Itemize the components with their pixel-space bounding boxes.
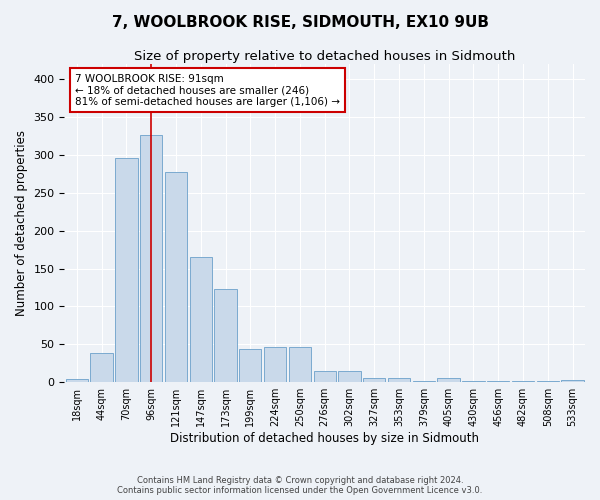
Bar bbox=[239, 349, 262, 382]
Bar bbox=[264, 348, 286, 382]
Bar bbox=[314, 371, 336, 382]
Bar bbox=[214, 289, 236, 382]
Bar bbox=[91, 354, 113, 382]
Title: Size of property relative to detached houses in Sidmouth: Size of property relative to detached ho… bbox=[134, 50, 515, 63]
X-axis label: Distribution of detached houses by size in Sidmouth: Distribution of detached houses by size … bbox=[170, 432, 479, 445]
Bar bbox=[65, 379, 88, 382]
Bar bbox=[140, 136, 163, 382]
Bar bbox=[437, 378, 460, 382]
Bar bbox=[413, 380, 435, 382]
Text: 7 WOOLBROOK RISE: 91sqm
← 18% of detached houses are smaller (246)
81% of semi-d: 7 WOOLBROOK RISE: 91sqm ← 18% of detache… bbox=[75, 74, 340, 107]
Bar bbox=[338, 371, 361, 382]
Bar bbox=[190, 256, 212, 382]
Bar bbox=[562, 380, 584, 382]
Bar bbox=[388, 378, 410, 382]
Bar bbox=[487, 380, 509, 382]
Text: Contains HM Land Registry data © Crown copyright and database right 2024.
Contai: Contains HM Land Registry data © Crown c… bbox=[118, 476, 482, 495]
Y-axis label: Number of detached properties: Number of detached properties bbox=[15, 130, 28, 316]
Bar bbox=[363, 378, 385, 382]
Bar bbox=[289, 348, 311, 382]
Bar bbox=[165, 172, 187, 382]
Bar bbox=[115, 158, 137, 382]
Bar bbox=[462, 380, 485, 382]
Text: 7, WOOLBROOK RISE, SIDMOUTH, EX10 9UB: 7, WOOLBROOK RISE, SIDMOUTH, EX10 9UB bbox=[112, 15, 488, 30]
